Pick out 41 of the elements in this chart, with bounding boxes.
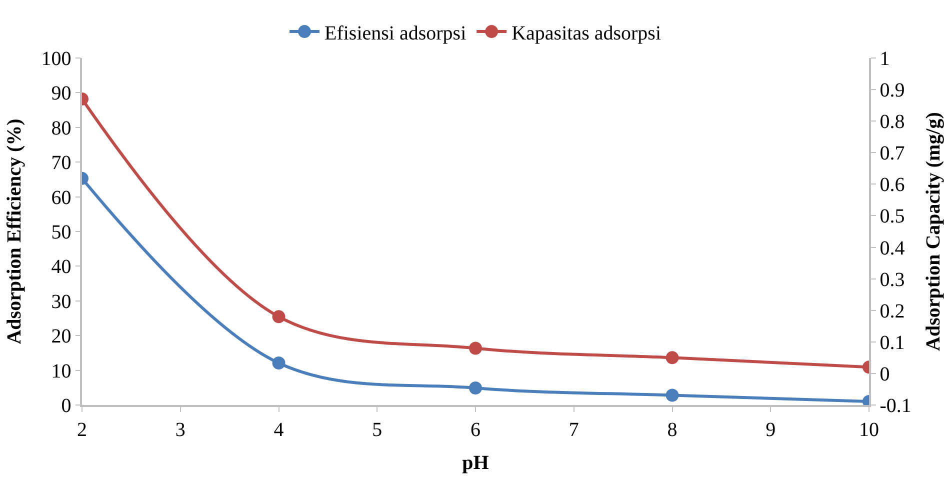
y-tick-label: 80 [51, 117, 72, 140]
point [469, 342, 482, 355]
y-tick-label: 40 [51, 256, 72, 278]
y2-tick-label: -0.1 [880, 395, 912, 417]
y2-tick-label: 0.2 [880, 300, 905, 322]
y-tick-label: 100 [41, 48, 72, 70]
x-tick-label: 4 [274, 418, 284, 441]
x-tick-label: 8 [667, 418, 678, 441]
y2-tick-label: 0.6 [880, 174, 905, 196]
y-axis-title: Adsorption Efficiency (%) [3, 118, 26, 344]
y-tick-label: 10 [51, 360, 72, 382]
y-tick-label: 90 [51, 82, 72, 105]
x-tick-label: 7 [568, 418, 579, 441]
x-tick-label: 6 [470, 418, 480, 441]
y-tick-label: 20 [51, 326, 72, 348]
y2-tick-label: 0.4 [880, 237, 905, 260]
x-tick-label: 3 [175, 418, 186, 441]
point [469, 382, 482, 394]
legend-label: Efisiensi adsorpsi [324, 22, 467, 44]
x-tick-label: 10 [859, 418, 879, 441]
y2-tick-label: 0.1 [880, 332, 905, 354]
y-tick-label: 50 [51, 222, 72, 244]
y2-tick-label: 0.9 [880, 80, 905, 102]
y2-tick-label: 0.8 [880, 111, 905, 134]
y-tick-label: 0 [61, 395, 72, 417]
x-axis-title: pH [462, 452, 490, 474]
y-tick-label: 70 [51, 152, 72, 174]
y2-axis-title: Adsorption Capacity (mg/g) [922, 112, 944, 351]
y2-tick-label: 1 [880, 48, 890, 70]
y2-tick-label: 0.5 [880, 206, 905, 228]
x-tick-label: 2 [77, 418, 87, 441]
y2-tick-label: 0 [880, 363, 890, 386]
x-tick-label: 9 [766, 418, 776, 441]
y-tick-label: 30 [51, 290, 72, 313]
y2-tick-label: 0.3 [880, 268, 905, 291]
point [666, 388, 679, 402]
y-tick-label: 60 [51, 186, 72, 209]
x-tick-label: 5 [372, 418, 382, 441]
point [272, 356, 286, 370]
y2-tick-label: 0.7 [880, 142, 905, 165]
legend-label: Kapasitas adsorpsi [512, 22, 662, 44]
